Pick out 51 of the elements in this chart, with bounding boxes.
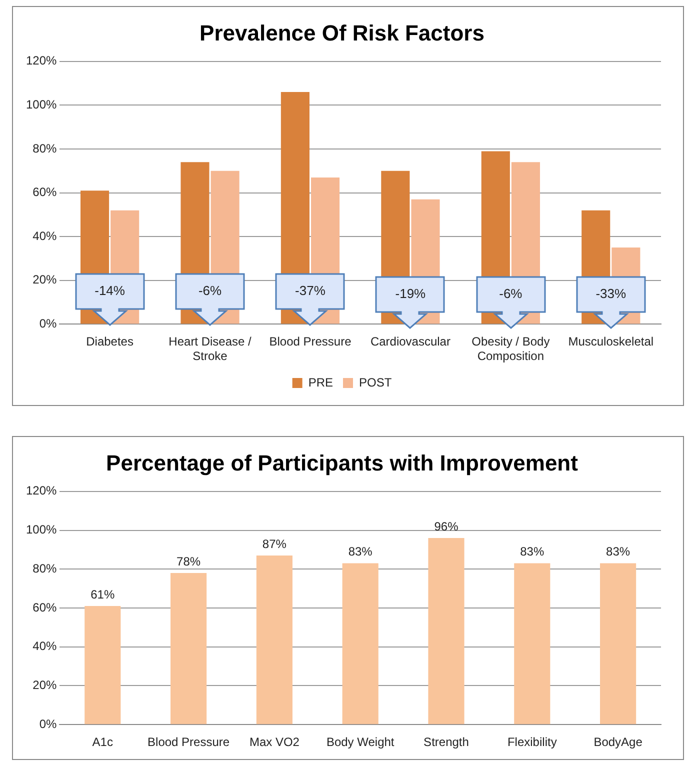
bar xyxy=(600,563,636,724)
legend-label: PRE xyxy=(308,375,334,390)
x-tick-label: Cardiovascular xyxy=(370,334,450,349)
x-tick-label: Max VO2 xyxy=(249,735,300,750)
annotation: -6% xyxy=(197,283,223,300)
data-label: 83% xyxy=(606,544,630,559)
data-label: 61% xyxy=(90,587,115,602)
x-tick-label: Flexibility xyxy=(507,735,557,750)
y-tick-label: 40% xyxy=(32,228,58,243)
data-label: 83% xyxy=(520,544,544,559)
x-tick-label: Diabetes xyxy=(86,334,134,349)
x-tick-label: Strength xyxy=(424,735,469,750)
annotation: -33% xyxy=(594,286,628,302)
x-tick-label: Heart Disease / Stroke xyxy=(168,334,252,364)
chart-title: Percentage of Participants with Improvement xyxy=(106,450,579,476)
y-tick-label: 0% xyxy=(39,316,58,331)
x-tick-label: A1c xyxy=(92,735,113,750)
data-label: 83% xyxy=(348,544,373,559)
bar xyxy=(428,538,464,724)
bar xyxy=(170,573,207,724)
y-tick-label: 60% xyxy=(32,185,58,200)
bar xyxy=(342,563,378,724)
data-label: 78% xyxy=(176,554,201,568)
y-tick-label: 100% xyxy=(26,98,58,112)
annotation: -14% xyxy=(94,283,126,300)
y-tick-label: 20% xyxy=(32,678,58,692)
x-tick-label: Body Weight xyxy=(326,735,395,750)
y-tick-label: 80% xyxy=(32,141,58,156)
y-tick-label: 40% xyxy=(32,639,58,654)
y-tick-label: 120% xyxy=(26,484,58,498)
x-tick-label: BodyAge xyxy=(594,735,643,750)
data-label: 87% xyxy=(262,536,287,551)
bar xyxy=(84,606,121,724)
y-tick-label: 100% xyxy=(26,522,58,537)
y-tick-label: 120% xyxy=(26,54,58,68)
y-tick-label: 20% xyxy=(32,272,58,287)
bar xyxy=(514,563,550,724)
annotation: -6% xyxy=(498,286,524,302)
x-tick-label: Blood Pressure xyxy=(269,334,352,349)
chart-title: Prevalence Of Risk Factors xyxy=(200,20,484,46)
x-tick-label: Blood Pressure xyxy=(148,735,230,750)
y-tick-label: 60% xyxy=(32,600,58,614)
legend-label: POST xyxy=(359,375,392,390)
y-tick-label: 80% xyxy=(32,561,58,576)
bar xyxy=(256,556,292,724)
data-label: 96% xyxy=(434,519,459,534)
x-tick-label: Musculoskeletal xyxy=(568,334,654,349)
y-tick-label: 0% xyxy=(39,716,58,731)
x-tick-label: Obesity / Body Composition xyxy=(472,334,550,364)
annotation: -19% xyxy=(394,286,427,302)
annotation: -37% xyxy=(294,283,326,300)
